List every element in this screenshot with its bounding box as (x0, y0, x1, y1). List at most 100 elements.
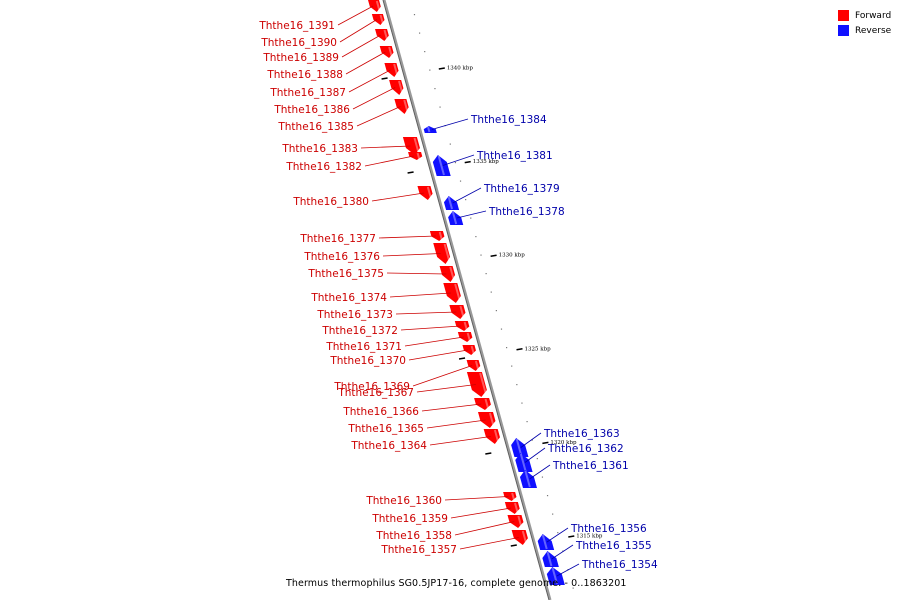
forward-gene-shade (488, 412, 495, 428)
forward-gene-block[interactable] (375, 29, 389, 41)
forward-gene-block[interactable] (429, 231, 445, 241)
forward-gene-block[interactable] (466, 360, 481, 371)
forward-gene-label[interactable]: Ththe16_1385 (277, 121, 354, 133)
forward-gene-label[interactable]: Ththe16_1359 (371, 513, 448, 525)
forward-gene-label[interactable]: Ththe16_1360 (365, 495, 442, 507)
reverse-gene-label[interactable]: Ththe16_1355 (575, 540, 652, 552)
reverse-gene-block[interactable] (511, 438, 529, 457)
forward-gene-block[interactable] (511, 530, 528, 545)
legend-item-forward: Forward (838, 8, 900, 23)
forward-gene-label[interactable]: Ththe16_1373 (316, 309, 393, 321)
ruler-dot (418, 32, 421, 34)
position-dash (458, 357, 466, 360)
reverse-gene-shade (451, 211, 458, 225)
forward-gene-block[interactable] (408, 152, 423, 160)
forward-gene-block[interactable] (368, 0, 381, 12)
leader-line (382, 253, 441, 257)
forward-gene-block[interactable] (402, 137, 420, 155)
leader-line (404, 336, 464, 347)
forward-gene-label[interactable]: Ththe16_1371 (325, 341, 402, 353)
forward-gene-block[interactable] (439, 266, 456, 282)
forward-gene-block[interactable] (389, 80, 404, 95)
reverse-gene-block[interactable] (448, 211, 464, 225)
forward-gene-label[interactable]: Ththe16_1389 (262, 52, 339, 64)
reverse-gene-label[interactable]: Ththe16_1356 (570, 523, 647, 535)
ruler-dot (424, 51, 426, 53)
forward-gene-label[interactable]: Ththe16_1374 (310, 292, 387, 304)
tick-label: 1330 kbp (499, 253, 526, 259)
forward-gene-block[interactable] (394, 99, 409, 114)
forward-gene-block[interactable] (371, 14, 385, 25)
forward-gene-label[interactable]: Ththe16_1386 (273, 104, 350, 116)
reverse-gene-block[interactable] (423, 126, 437, 133)
forward-gene-shade (438, 231, 443, 241)
forward-gene-block[interactable] (454, 321, 470, 331)
reverse-gene-label[interactable]: Ththe16_1379 (483, 183, 560, 195)
forward-gene-label[interactable]: Ththe16_1364 (350, 440, 427, 452)
leader-line (386, 272, 447, 275)
reverse-gene-label[interactable]: Ththe16_1378 (488, 206, 565, 218)
forward-gene-block[interactable] (384, 63, 399, 77)
forward-gene-block[interactable] (483, 429, 500, 444)
reverse-gene-label[interactable]: Ththe16_1363 (543, 428, 620, 440)
leader-line (524, 447, 546, 463)
forward-gene-shade (393, 63, 399, 77)
forward-gene-block[interactable] (417, 186, 433, 200)
forward-gene-block[interactable] (379, 46, 394, 58)
forward-gene-block[interactable] (466, 372, 487, 397)
forward-gene-label[interactable]: Ththe16_1357 (380, 544, 457, 556)
forward-gene-label[interactable]: Ththe16_1372 (321, 325, 398, 337)
forward-gene-label[interactable]: Ththe16_1375 (307, 268, 384, 280)
reverse-gene-block[interactable] (515, 453, 533, 472)
forward-gene-label[interactable]: Ththe16_1365 (347, 423, 424, 435)
reverse-gene-label[interactable]: Ththe16_1354 (581, 559, 658, 571)
reverse-gene-label[interactable]: Ththe16_1362 (547, 443, 624, 455)
forward-gene-label[interactable]: Ththe16_1366 (342, 406, 419, 418)
ruler-dot (506, 347, 508, 349)
forward-gene-label[interactable]: Ththe16_1370 (329, 355, 406, 367)
leader-line (339, 19, 378, 43)
reverse-gene-block[interactable] (546, 567, 565, 585)
forward-gene-label[interactable]: Ththe16_1367 (337, 387, 414, 399)
reverse-gene-label[interactable]: Ththe16_1381 (476, 150, 553, 162)
forward-gene-label[interactable]: Ththe16_1358 (375, 530, 452, 542)
reverse-gene-label[interactable]: Ththe16_1384 (470, 114, 547, 126)
forward-gene-block[interactable] (507, 515, 524, 528)
forward-gene-block[interactable] (457, 332, 473, 342)
forward-gene-label[interactable]: Ththe16_1383 (281, 143, 358, 155)
forward-gene-label[interactable]: Ththe16_1369 (333, 381, 410, 393)
reverse-gene-block[interactable] (519, 470, 538, 488)
forward-gene-label[interactable]: Ththe16_1388 (266, 69, 343, 81)
forward-gene-block[interactable] (433, 243, 451, 264)
forward-gene-block[interactable] (443, 283, 461, 303)
forward-gene-block[interactable] (503, 492, 517, 501)
reverse-gene-block[interactable] (432, 155, 451, 176)
forward-gene-label[interactable]: Ththe16_1376 (303, 251, 380, 263)
leader-line (337, 5, 374, 26)
leader-line (421, 403, 482, 412)
ruler-dot (526, 421, 528, 423)
forward-gene-label[interactable]: Ththe16_1390 (260, 37, 337, 49)
reverse-gene-label[interactable]: Ththe16_1361 (552, 460, 629, 472)
forward-gene-label[interactable]: Ththe16_1382 (285, 161, 362, 173)
leader-line (364, 155, 414, 167)
ruler-dot (531, 439, 533, 441)
forward-gene-block[interactable] (477, 412, 496, 428)
forward-gene-block[interactable] (462, 345, 476, 355)
forward-gene-block[interactable] (449, 305, 466, 319)
forward-gene-label[interactable]: Ththe16_1391 (258, 20, 335, 32)
forward-gene-block[interactable] (504, 502, 520, 514)
ruler-dot (572, 587, 574, 589)
scale-ticks-layer: 1340 kbp 1335 kbp 1330 kbp 1325 kbp 1320 kbp… (381, 66, 603, 547)
forward-gene-label[interactable]: Ththe16_1380 (292, 196, 369, 208)
forward-gene-label[interactable]: Ththe16_1377 (299, 233, 376, 245)
leader-line (408, 349, 468, 361)
forward-gene-block[interactable] (474, 398, 491, 410)
forward-gene-label[interactable]: Ththe16_1387 (269, 87, 346, 99)
reverse-gene-block[interactable] (443, 196, 460, 210)
reverse-gene-block[interactable] (537, 534, 555, 550)
forward-gene-shade (470, 345, 475, 355)
reverse-gene-block[interactable] (542, 551, 559, 567)
ruler-dot (439, 106, 441, 108)
position-dash (407, 171, 414, 174)
